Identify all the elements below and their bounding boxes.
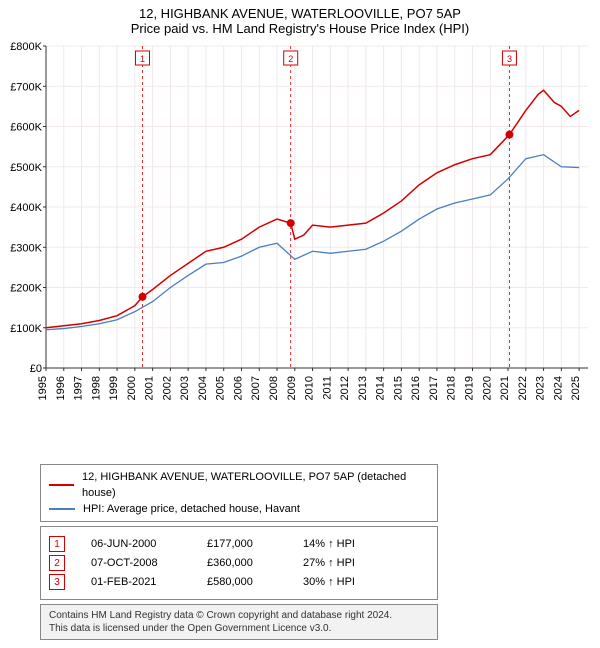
svg-text:2014: 2014 bbox=[375, 376, 387, 400]
event-price: £360,000 bbox=[207, 557, 277, 569]
svg-text:2005: 2005 bbox=[215, 376, 227, 400]
svg-text:2008: 2008 bbox=[268, 376, 280, 400]
svg-text:£100K: £100K bbox=[10, 323, 42, 335]
legend-label-property: 12, HIGHBANK AVENUE, WATERLOOVILLE, PO7 … bbox=[82, 469, 429, 501]
footer-attribution: Contains HM Land Registry data © Crown c… bbox=[40, 604, 438, 640]
svg-text:£200K: £200K bbox=[10, 283, 42, 295]
title-line2: Price paid vs. HM Land Registry's House … bbox=[0, 21, 600, 36]
svg-text:3: 3 bbox=[507, 54, 512, 64]
event-row: 3 01-FEB-2021 £580,000 30% ↑ HPI bbox=[49, 574, 429, 590]
svg-text:2022: 2022 bbox=[517, 376, 529, 400]
svg-text:2021: 2021 bbox=[499, 376, 511, 400]
event-date: 07-OCT-2008 bbox=[91, 557, 181, 569]
svg-text:£300K: £300K bbox=[10, 242, 42, 254]
event-price: £580,000 bbox=[207, 576, 277, 588]
svg-text:2016: 2016 bbox=[410, 376, 422, 400]
svg-text:2013: 2013 bbox=[357, 376, 369, 400]
event-marker-icon: 3 bbox=[49, 574, 65, 590]
event-marker-icon: 2 bbox=[49, 555, 65, 571]
svg-text:2007: 2007 bbox=[250, 376, 262, 400]
svg-text:£800K: £800K bbox=[10, 41, 42, 53]
svg-text:2009: 2009 bbox=[286, 376, 298, 400]
event-pct: 27% ↑ HPI bbox=[303, 557, 393, 569]
event-price: £177,000 bbox=[207, 538, 277, 550]
svg-text:2023: 2023 bbox=[535, 376, 547, 400]
svg-text:2015: 2015 bbox=[392, 376, 404, 400]
svg-text:2025: 2025 bbox=[570, 376, 582, 400]
legend-swatch-hpi bbox=[49, 508, 75, 510]
legend-swatch-property bbox=[49, 484, 74, 486]
svg-text:£500K: £500K bbox=[10, 162, 42, 174]
title-line1: 12, HIGHBANK AVENUE, WATERLOOVILLE, PO7 … bbox=[0, 6, 600, 21]
svg-text:2002: 2002 bbox=[161, 376, 173, 400]
footer-line2: This data is licensed under the Open Gov… bbox=[49, 622, 429, 635]
svg-text:2011: 2011 bbox=[321, 376, 333, 400]
footer-line1: Contains HM Land Registry data © Crown c… bbox=[49, 609, 429, 622]
svg-text:1999: 1999 bbox=[108, 376, 120, 400]
svg-text:2010: 2010 bbox=[304, 376, 316, 400]
chart-plot-area: £0 £100K £200K £300K £400K £500K £600K £700K £80… bbox=[0, 38, 600, 458]
svg-text:2018: 2018 bbox=[446, 376, 458, 400]
svg-text:2017: 2017 bbox=[428, 376, 440, 400]
svg-text:1997: 1997 bbox=[73, 376, 85, 400]
svg-text:1: 1 bbox=[140, 54, 145, 64]
event-row: 1 06-JUN-2000 £177,000 14% ↑ HPI bbox=[49, 536, 429, 552]
svg-text:2: 2 bbox=[288, 54, 293, 64]
legend-label-hpi: HPI: Average price, detached house, Hava… bbox=[83, 501, 300, 517]
svg-text:1995: 1995 bbox=[37, 376, 49, 400]
chart-container: 12, HIGHBANK AVENUE, WATERLOOVILLE, PO7 … bbox=[0, 0, 600, 640]
svg-text:2000: 2000 bbox=[126, 376, 138, 400]
svg-text:2003: 2003 bbox=[179, 376, 191, 400]
event-marker-icon: 1 bbox=[49, 536, 65, 552]
chart-svg: £0 £100K £200K £300K £400K £500K £600K £700K £80… bbox=[0, 38, 600, 458]
svg-text:2004: 2004 bbox=[197, 376, 209, 400]
svg-text:£700K: £700K bbox=[10, 81, 42, 93]
svg-text:2024: 2024 bbox=[552, 376, 564, 400]
svg-text:1996: 1996 bbox=[55, 376, 67, 400]
svg-text:2001: 2001 bbox=[144, 376, 156, 400]
event-pct: 14% ↑ HPI bbox=[303, 538, 393, 550]
chart-titles: 12, HIGHBANK AVENUE, WATERLOOVILLE, PO7 … bbox=[0, 0, 600, 38]
event-date: 06-JUN-2000 bbox=[91, 538, 181, 550]
svg-text:£0: £0 bbox=[30, 363, 42, 375]
events-table: 1 06-JUN-2000 £177,000 14% ↑ HPI 2 07-OC… bbox=[40, 526, 438, 600]
svg-text:£600K: £600K bbox=[10, 122, 42, 134]
svg-text:2006: 2006 bbox=[232, 376, 244, 400]
event-date: 01-FEB-2021 bbox=[91, 576, 181, 588]
legend-row: 12, HIGHBANK AVENUE, WATERLOOVILLE, PO7 … bbox=[49, 469, 429, 501]
svg-text:2020: 2020 bbox=[481, 376, 493, 400]
svg-text:£400K: £400K bbox=[10, 202, 42, 214]
legend: 12, HIGHBANK AVENUE, WATERLOOVILLE, PO7 … bbox=[40, 464, 438, 522]
svg-text:1998: 1998 bbox=[90, 376, 102, 400]
svg-text:2019: 2019 bbox=[463, 376, 475, 400]
legend-row: HPI: Average price, detached house, Hava… bbox=[49, 501, 429, 517]
svg-text:2012: 2012 bbox=[339, 376, 351, 400]
event-pct: 30% ↑ HPI bbox=[303, 576, 393, 588]
event-row: 2 07-OCT-2008 £360,000 27% ↑ HPI bbox=[49, 555, 429, 571]
